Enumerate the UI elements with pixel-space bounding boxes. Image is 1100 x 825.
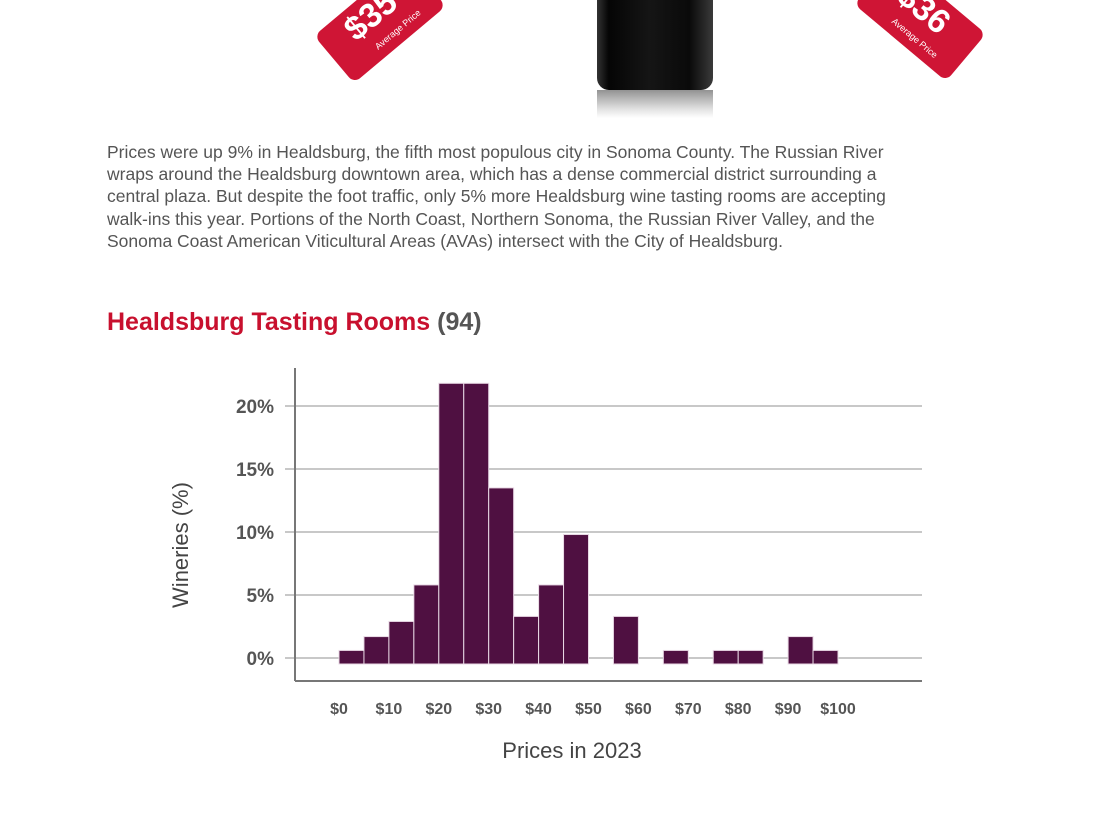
x-tick-label: $50 xyxy=(575,701,602,718)
histogram-bar xyxy=(363,636,390,665)
x-tick-label: $30 xyxy=(475,701,502,718)
section-title-text: Healdsburg Tasting Rooms xyxy=(107,308,431,336)
y-axis-label: Wineries (%) xyxy=(168,482,193,608)
histogram-bar xyxy=(563,534,589,665)
x-tick-label: $90 xyxy=(775,701,802,718)
y-tick-label: 10% xyxy=(236,523,274,544)
x-tick-label: $80 xyxy=(725,701,752,718)
histogram-bar xyxy=(612,615,639,665)
histogram-bar xyxy=(737,649,764,665)
section-count: (94) xyxy=(437,308,482,336)
x-tick-label: $20 xyxy=(425,701,452,718)
histogram-bar xyxy=(388,620,415,665)
histogram-bar xyxy=(787,636,814,665)
histogram-bar xyxy=(513,615,540,665)
histogram-bar xyxy=(662,649,689,665)
histogram-bar xyxy=(712,649,739,665)
description-paragraph: Prices were up 9% in Healdsburg, the fif… xyxy=(107,142,886,251)
x-tick-label: $100 xyxy=(820,701,856,718)
histogram-bar xyxy=(463,382,490,665)
x-tick-label: $10 xyxy=(376,701,403,718)
histogram-bar xyxy=(438,382,465,665)
histogram-bar xyxy=(338,649,365,665)
x-axis-label: Prices in 2023 xyxy=(502,738,641,763)
histogram-bar xyxy=(538,584,565,665)
histogram-bar xyxy=(488,487,515,665)
y-tick-label: 0% xyxy=(247,649,275,670)
y-tick-label: 20% xyxy=(236,397,274,418)
wine-bottle-image xyxy=(597,0,713,90)
histogram-bar xyxy=(812,649,839,665)
section-title: Healdsburg Tasting Rooms (94) xyxy=(107,308,482,337)
x-tick-label: $0 xyxy=(330,701,348,718)
x-tick-label: $40 xyxy=(525,701,552,718)
bottle-reflection xyxy=(597,90,713,118)
histogram-bar xyxy=(413,584,440,665)
y-tick-label: 15% xyxy=(236,460,274,481)
x-tick-label: $60 xyxy=(625,701,652,718)
y-tick-label: 5% xyxy=(247,586,275,607)
x-tick-label: $70 xyxy=(675,701,702,718)
